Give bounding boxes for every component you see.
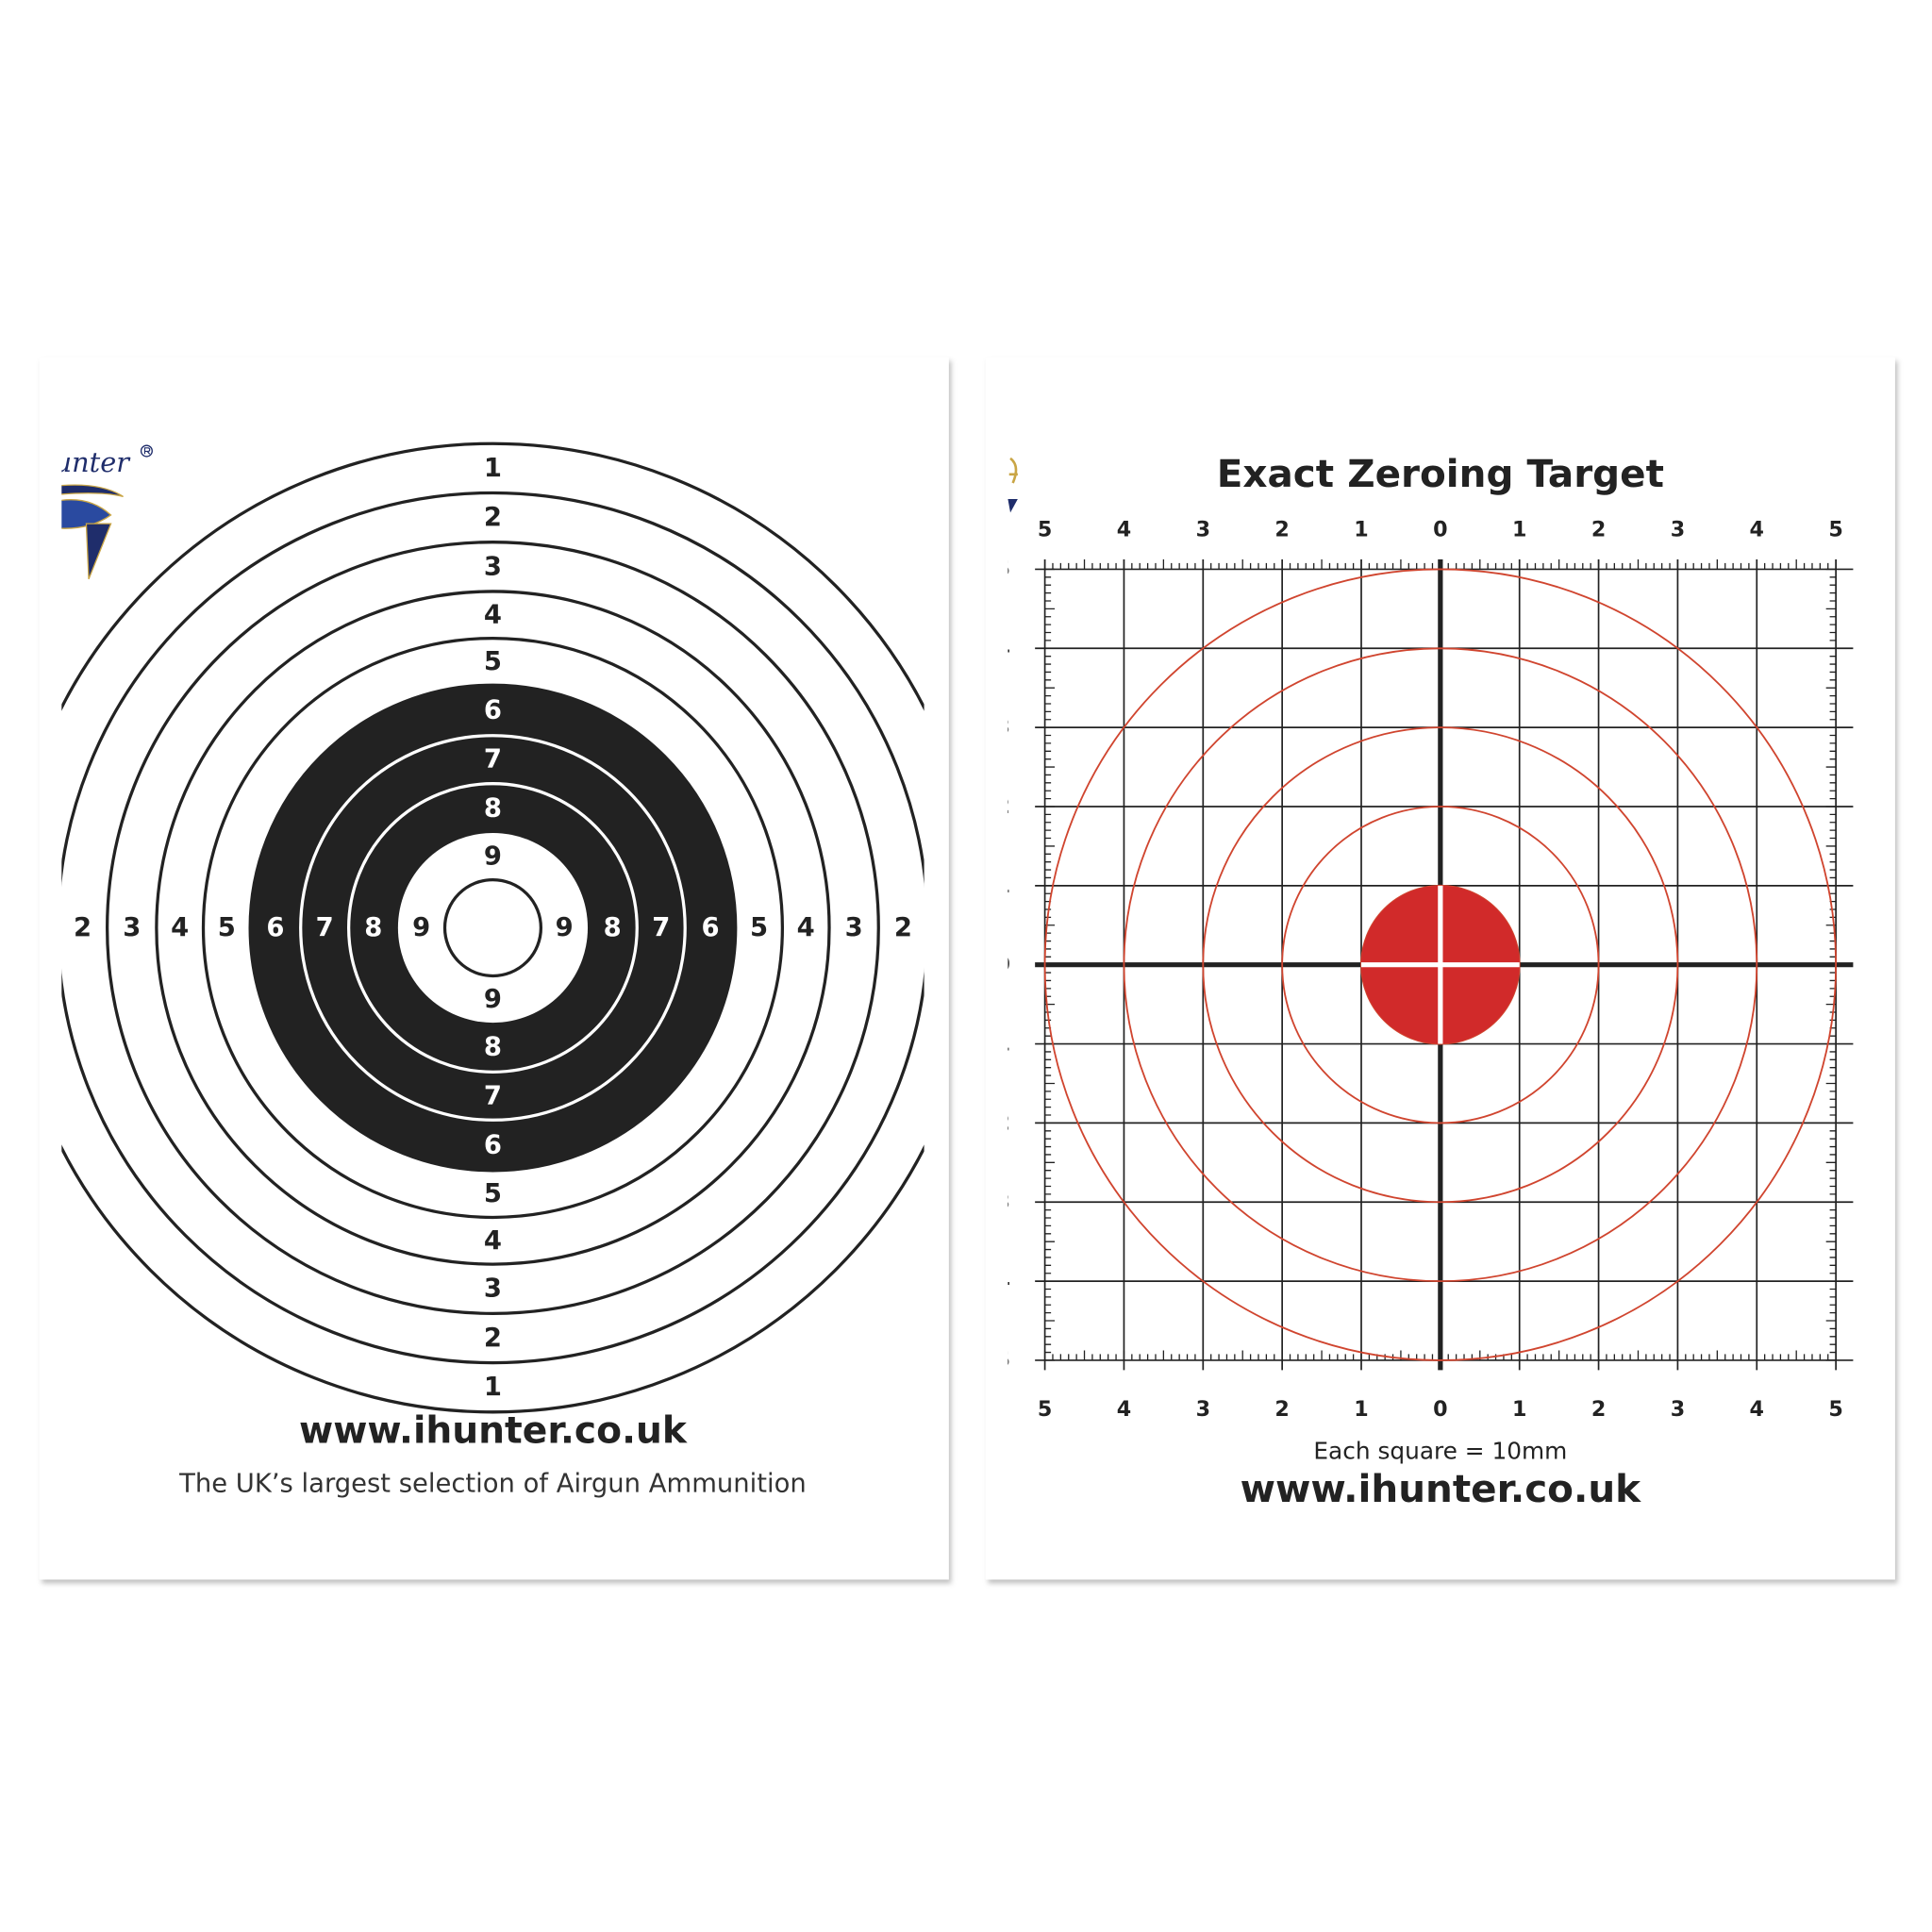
registered-mark	[140, 444, 153, 458]
left-website[interactable]: www.ihunter.co.uk	[299, 1409, 688, 1452]
axis-label-left: 0	[995, 953, 1009, 977]
axis-label-bottom: 3	[1196, 1397, 1210, 1422]
axis-label-left: 1	[995, 1032, 1009, 1057]
axis-label-top: 5	[1828, 518, 1842, 542]
axis-label-top: 5	[1038, 518, 1052, 542]
ring-label: 3	[845, 913, 863, 942]
axis-label-left: 2	[995, 1110, 1009, 1135]
ring-label: 6	[701, 913, 719, 942]
ring-label: 8	[604, 913, 622, 942]
axis-label-bottom: 1	[1512, 1397, 1526, 1422]
zeroing-grid: 5555444433332222111100001111222233334444…	[995, 518, 1854, 1422]
ring-label: 1	[484, 1373, 502, 1402]
ring-label: 4	[797, 913, 815, 942]
white-center	[397, 832, 589, 1024]
ring-label: 6	[484, 695, 502, 724]
ring-label: 5	[484, 1179, 502, 1208]
right-website[interactable]: www.ihunter.co.uk	[1241, 1466, 1642, 1511]
ring-label: 1	[484, 454, 502, 483]
ring-5	[201, 636, 785, 1220]
axis-label-left: 3	[995, 715, 1009, 740]
ring-label: 6	[484, 1131, 502, 1160]
axis-label-bottom: 5	[1828, 1397, 1842, 1422]
axis-label-bottom: 4	[1750, 1397, 1764, 1422]
ring-label: 5	[218, 913, 236, 942]
ring-2	[61, 491, 924, 1365]
axis-label-left: 5	[995, 1348, 1009, 1373]
ring-3	[106, 541, 880, 1315]
axis-label-top: 2	[1274, 518, 1289, 542]
axis-label-left: 4	[995, 1269, 1009, 1293]
ring-label: 4	[484, 1226, 502, 1256]
ring-label: 2	[74, 913, 92, 942]
ring-label: 9	[412, 913, 430, 942]
red-ring	[1043, 568, 1838, 1361]
ring-label: 3	[484, 552, 502, 581]
axis-label-bottom: 4	[1117, 1397, 1131, 1422]
ring-label: 7	[652, 913, 670, 942]
axis-label-top: 1	[1354, 518, 1368, 542]
ring-label: 7	[484, 1081, 502, 1110]
axis-label-left: 1	[995, 874, 1009, 898]
axis-label-bottom: 3	[1671, 1397, 1685, 1422]
zeroing-title: Exact Zeroing Target	[1217, 451, 1664, 496]
ring-label: 2	[484, 503, 502, 532]
ring-label: 3	[484, 1274, 502, 1304]
ring-4	[155, 590, 831, 1266]
tagline: The UK’s largest selection of Airgun Amm…	[178, 1470, 807, 1499]
grid-caption: Each square = 10mm	[1313, 1437, 1567, 1464]
axis-label-bottom: 5	[1038, 1397, 1052, 1422]
ring-label: 5	[750, 913, 768, 942]
axis-label-top: 3	[1196, 518, 1210, 542]
axis-label-left: 4	[995, 636, 1009, 660]
ring-label: 3	[123, 913, 141, 942]
right-target-card: Exact Zeroing Target 5 5 5 5 4 4 4 4 3 3 3 3 2 2 2 2 1 1 1…	[985, 357, 1895, 1580]
axis-label-top: 2	[1591, 518, 1606, 542]
ring-label: 9	[484, 841, 502, 871]
ten-ring	[442, 877, 543, 978]
ring-label: 5	[484, 647, 502, 676]
axis-label-bottom: 1	[1354, 1397, 1368, 1422]
red-ring	[1123, 647, 1758, 1283]
ring-label: 9	[556, 913, 574, 942]
red-ring	[1281, 806, 1600, 1124]
axis-label-top: 4	[1117, 518, 1131, 542]
axis-label-top: 0	[1433, 518, 1447, 542]
ring-label: 4	[171, 913, 189, 942]
axis-label-bottom: 2	[1274, 1397, 1289, 1422]
ring-label: 4	[484, 600, 502, 629]
axis-label-left: 3	[995, 1190, 1009, 1214]
axis-label-top: 4	[1750, 518, 1764, 542]
ring-label: 6	[266, 913, 284, 942]
axis-label-bottom: 0	[1433, 1397, 1447, 1422]
red-ring	[1202, 726, 1679, 1204]
ring-label: 7	[484, 745, 502, 774]
ring-label: 8	[364, 913, 382, 942]
white-ring-line	[299, 734, 687, 1122]
ring-label: 7	[316, 913, 334, 942]
logo-text: hunter	[37, 446, 131, 478]
ring-label: 8	[484, 1033, 502, 1062]
hunter-logo-fragment	[1008, 457, 1018, 513]
ring-label: 9	[484, 985, 502, 1014]
ring-label: 8	[484, 793, 502, 823]
axis-label-left: 2	[995, 794, 1009, 819]
ring-1	[61, 441, 924, 1414]
axis-label-top: 3	[1671, 518, 1685, 542]
ring-label: 2	[894, 913, 912, 942]
axis-label-left: 5	[995, 557, 1009, 581]
axis-label-bottom: 2	[1591, 1397, 1606, 1422]
ring-label: 2	[484, 1324, 502, 1353]
axis-label-top: 1	[1512, 518, 1526, 542]
white-ring-line	[347, 782, 639, 1074]
hunter-logo: hunter	[37, 446, 131, 580]
